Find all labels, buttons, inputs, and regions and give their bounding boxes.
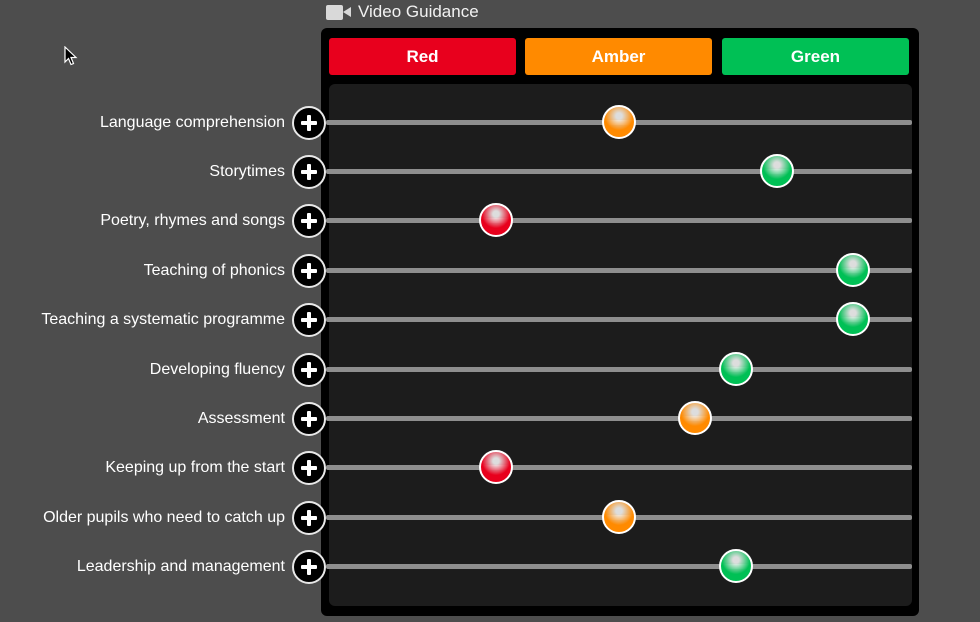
rag-row: Teaching a systematic programme [0,302,980,338]
slider-knob-green[interactable] [836,302,871,336]
slider-track[interactable] [326,367,912,372]
row-label: Keeping up from the start [105,459,285,476]
row-label: Leadership and management [76,558,285,575]
plus-icon[interactable] [292,254,326,288]
plus-icon[interactable] [292,501,326,535]
slider-knob-green[interactable] [836,253,871,287]
slider-knob-red[interactable] [478,203,513,237]
plus-icon[interactable] [292,204,326,238]
row-label: Poetry, rhymes and songs [100,212,285,229]
row-label: Developing fluency [149,361,285,378]
plus-icon[interactable] [292,106,326,140]
red-button[interactable]: Red [329,38,516,75]
slider-knob-green[interactable] [719,352,754,386]
slider-knob-amber[interactable] [678,401,713,435]
row-label: Teaching of phonics [143,262,285,279]
slider-track[interactable] [326,169,912,174]
rag-row: Poetry, rhymes and songs [0,203,980,239]
green-button[interactable]: Green [722,38,909,75]
rag-row: Leadership and management [0,549,980,585]
amber-button[interactable]: Amber [525,38,712,75]
slider-track[interactable] [326,268,912,273]
row-label: Older pupils who need to catch up [43,509,285,526]
slider-knob-amber[interactable] [602,105,636,139]
rag-row: Language comprehension [0,105,980,141]
slider-track[interactable] [326,564,912,569]
slider-track[interactable] [326,465,912,470]
mouse-pointer-icon [64,46,78,66]
slider-knob-green[interactable] [760,154,795,188]
rag-row: Keeping up from the start [0,450,980,486]
slider-knob-amber[interactable] [602,500,636,534]
slider-track[interactable] [326,317,912,322]
plus-icon[interactable] [292,550,326,584]
rag-row: Storytimes [0,154,980,190]
rag-row: Teaching of phonics [0,253,980,289]
video-guidance-label: Video Guidance [358,2,479,21]
row-label: Language comprehension [99,114,285,131]
slider-track[interactable] [326,218,912,223]
plus-icon[interactable] [292,303,326,337]
row-label: Storytimes [209,163,285,180]
video-camera-icon [326,3,352,21]
rag-row: Developing fluency [0,352,980,388]
slider-track[interactable] [326,416,912,421]
slider-knob-red[interactable] [478,450,513,484]
plus-icon[interactable] [292,353,326,387]
plus-icon[interactable] [292,451,326,485]
plus-icon[interactable] [292,402,326,436]
row-label: Assessment [197,410,285,427]
rag-row: Older pupils who need to catch up [0,500,980,536]
plus-icon[interactable] [292,155,326,189]
video-guidance-link[interactable]: Video Guidance [326,1,479,23]
slider-knob-green[interactable] [719,549,754,583]
rag-row: Assessment [0,401,980,437]
row-label: Teaching a systematic programme [41,311,285,328]
